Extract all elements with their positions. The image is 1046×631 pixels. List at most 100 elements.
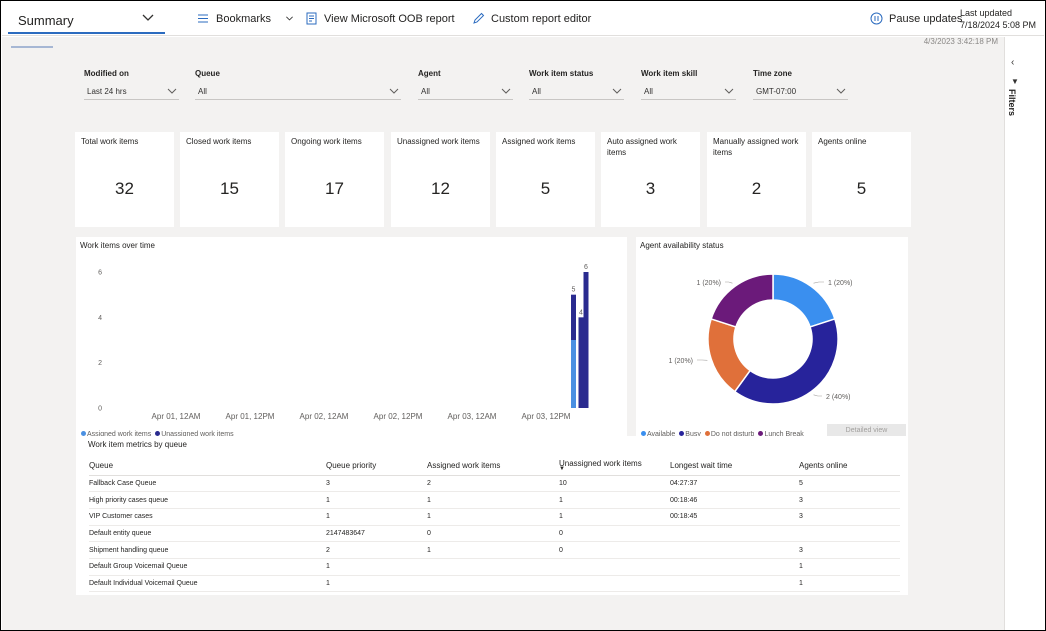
detailed-view-button[interactable]: Detailed view (827, 424, 906, 437)
legend-item-busy[interactable]: Busy (679, 431, 701, 438)
kpi-value: 12 (431, 179, 450, 198)
slice-leader-line (725, 281, 733, 284)
table-cell: 0 (427, 525, 559, 543)
custom-editor-button[interactable]: Custom report editor (472, 12, 591, 25)
bar-legend: Assigned work items Unassigned work item… (81, 431, 234, 438)
chart-title: Agent availability status (640, 241, 724, 250)
table-cell: 3 (326, 475, 427, 493)
filter-label: Work item skill (641, 69, 698, 78)
table-cell: 3 (799, 508, 900, 526)
column-header-sorted[interactable]: Unassigned work items ▼ (559, 457, 670, 476)
chevron-down-icon (724, 88, 734, 94)
column-header[interactable]: Queue priority (326, 457, 427, 476)
table-row[interactable]: Shipment handling queue 2 1 0 3 (89, 541, 900, 559)
filters-pane[interactable]: ‹ ▼ Filters (1004, 37, 1045, 630)
table-cell (559, 558, 670, 576)
kpi-label: Manually assigned work items (713, 137, 799, 157)
table-cell: 1 (326, 491, 427, 509)
kpi-manually-assigned-work-items: Manually assigned work items 2 (707, 132, 806, 227)
table-cell: 3 (799, 541, 900, 559)
filter-time-zone[interactable]: Time zone GMT-07:00 (753, 69, 848, 100)
kpi-label: Agents online (818, 137, 867, 146)
legend-label: Available (647, 431, 676, 438)
table-cell: Fallback Case Queue (89, 475, 326, 493)
kpi-label: Total work items (81, 137, 139, 146)
table-cell: 0 (559, 541, 670, 559)
oob-report-button[interactable]: View Microsoft OOB report (305, 12, 455, 25)
table-cell: 10 (559, 475, 670, 493)
kpi-unassigned-work-items: Unassigned work items 12 (391, 132, 490, 227)
column-header[interactable]: Longest wait time (670, 457, 799, 476)
table-row[interactable]: Default Group Voicemail Queue 1 1 (89, 558, 900, 576)
filter-agent[interactable]: Agent All (418, 69, 513, 100)
table-cell: Default Individual Voicemail Queue (89, 575, 326, 593)
collapse-icon[interactable]: ‹ (1011, 57, 1015, 68)
filter-work-item-skill[interactable]: Work item skill All (641, 69, 736, 100)
slice-leader-line (813, 394, 822, 397)
table-row[interactable]: VIP Customer cases 1 1 1 00:18:45 3 (89, 508, 900, 526)
report-icon (306, 12, 317, 25)
filter-dropdown[interactable]: Last 24 hrs (84, 83, 179, 100)
table-cell (799, 525, 900, 543)
table-cell: Shipment handling queue (89, 541, 326, 559)
legend-item-dnd[interactable]: Do not disturb (704, 431, 754, 438)
kpi-total-work-items: Total work items 32 (75, 132, 174, 227)
x-tick-label: Apr 03, 12AM (448, 412, 497, 421)
filter-dropdown[interactable]: All (529, 83, 624, 100)
y-tick-label: 0 (98, 406, 102, 413)
legend-label: Assigned work items (87, 431, 152, 438)
slice-leader-line (813, 281, 824, 284)
kpi-value: 15 (220, 179, 239, 198)
bookmarks-button[interactable]: Bookmarks (197, 12, 294, 25)
table-header-row: Queue Queue priority Assigned work items… (89, 457, 900, 476)
filter-dropdown[interactable]: All (641, 83, 736, 100)
legend-item-available[interactable]: Available (641, 431, 675, 438)
last-updated: Last updated 7/18/2024 5:08 PM (960, 7, 1036, 31)
table-cell (670, 541, 799, 559)
refresh-timestamp: 4/3/2023 3:42:18 PM (923, 37, 998, 46)
table-cell: 2 (326, 541, 427, 559)
bar-chart-svg: 0 2 4 6 Apr 01, 12AM Apr 01, 12PM Apr 02, 12AM… (98, 264, 589, 421)
legend-label: Lunch Break (764, 431, 804, 438)
donut-chart-svg: 1 (20%) 2 (40%) 1 (20%) 1 (20%) (668, 273, 853, 405)
filter-queue[interactable]: Queue All (195, 69, 401, 100)
filter-modified-on[interactable]: Modified on Last 24 hrs (84, 69, 179, 100)
bookmarks-label: Bookmarks (216, 12, 272, 25)
table-cell: Default Group Voicemail Queue (89, 558, 326, 576)
filter-dropdown[interactable]: All (418, 83, 513, 100)
table-cell: 3 (799, 491, 900, 509)
table-row[interactable]: Fallback Case Queue 3 2 10 04:27:37 5 (89, 475, 900, 493)
page-tab-indicator[interactable] (11, 46, 53, 48)
column-header[interactable]: Assigned work items (427, 457, 559, 476)
table-cell: 1 (326, 508, 427, 526)
table-row[interactable]: Default entity queue 2147483647 0 0 (89, 525, 900, 543)
pencil-icon (473, 12, 485, 24)
filter-value: All (532, 87, 541, 96)
filter-value: GMT-07:00 (756, 87, 797, 96)
filter-dropdown[interactable]: GMT-07:00 (753, 83, 848, 100)
bookmarks-icon (198, 14, 208, 23)
table-row[interactable]: High priority cases queue 1 1 1 00:18:46 3 (89, 491, 900, 509)
kpi-ongoing-work-items: Ongoing work items 17 (285, 132, 384, 227)
filter-label: Queue (195, 69, 220, 78)
legend-item-unassigned[interactable]: Unassigned work items (155, 431, 234, 438)
view-selector[interactable]: Summary (8, 5, 165, 34)
legend-item-lunch[interactable]: Lunch Break (758, 431, 804, 438)
filters-label: Filters (1007, 89, 1017, 117)
kpi-value: 2 (751, 179, 762, 198)
table-cell: 1 (326, 558, 427, 576)
filter-dropdown[interactable]: All (195, 83, 401, 100)
filter-value: All (198, 87, 207, 96)
x-tick-label: Apr 02, 12AM (300, 412, 349, 421)
column-header[interactable]: Agents online (799, 457, 900, 476)
column-header[interactable]: Queue (89, 457, 326, 476)
pause-updates-button[interactable]: Pause updates (870, 12, 962, 25)
bar-unassigned (583, 272, 589, 408)
kpi-auto-assigned-work-items: Auto assigned work items 3 (601, 132, 700, 227)
table-cell: 5 (799, 475, 900, 493)
filter-work-item-status[interactable]: Work item status All (529, 69, 624, 100)
oob-report-label: View Microsoft OOB report (324, 12, 455, 25)
legend-item-assigned[interactable]: Assigned work items (81, 431, 151, 438)
table-row[interactable]: Default Individual Voicemail Queue 1 1 (89, 575, 900, 593)
table-cell (670, 525, 799, 543)
